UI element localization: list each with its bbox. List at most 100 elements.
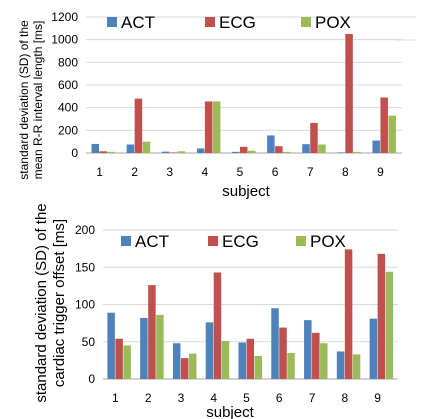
bar-ecg-subject-1 <box>99 151 108 153</box>
bar-ecg-subject-9 <box>377 253 386 379</box>
bar-act-subject-7 <box>302 144 310 153</box>
chart-top-legend: ACT ECG POX <box>107 13 351 32</box>
chart-top-grid <box>86 16 402 154</box>
bar-pox-subject-7 <box>320 343 328 379</box>
y-tick-label: 0 <box>88 372 95 386</box>
legend-label-pox: POX <box>310 232 346 251</box>
y-tick-label: 400 <box>58 101 78 115</box>
x-tick-label: 1 <box>96 165 103 179</box>
legend-label-pox: POX <box>315 13 351 32</box>
legend-swatch-pox <box>296 236 306 246</box>
bar-act-subject-3 <box>161 151 170 153</box>
bar-ecg-subject-2 <box>148 285 156 379</box>
bar-ecg-subject-3 <box>180 358 189 379</box>
bar-pox-subject-5 <box>254 355 262 379</box>
y-tick-label: 800 <box>58 55 78 69</box>
bar-pox-subject-6 <box>283 151 291 153</box>
x-tick-label: 7 <box>309 391 316 405</box>
x-tick-label: 2 <box>131 165 138 179</box>
x-tick-label: 5 <box>243 391 250 405</box>
bar-pox-subject-2 <box>156 314 164 379</box>
x-tick-label: 8 <box>341 391 348 405</box>
bar-ecg-subject-4 <box>204 101 213 153</box>
bar-act-subject-8 <box>336 351 345 379</box>
chart-top-ylabel-line2: mean R-R interval length [ms] <box>31 21 45 180</box>
chart-bottom-yticks: 0 50 100 150 200 <box>75 223 95 386</box>
bar-act-subject-9 <box>369 318 378 379</box>
bar-act-subject-7 <box>304 320 312 379</box>
bar-ecg-subject-3 <box>169 152 178 153</box>
y-tick-label: 200 <box>75 223 95 237</box>
bar-ecg-subject-4 <box>213 272 222 379</box>
bar-act-subject-6 <box>271 308 279 379</box>
bar-ecg-subject-5 <box>240 146 248 153</box>
x-tick-label: 3 <box>166 165 173 179</box>
bar-pox-subject-8 <box>352 354 361 379</box>
chart-top: 0 200 400 600 800 1000 1200 1 2 3 4 5 6 7 8 9 standard… <box>17 10 416 200</box>
x-tick-label: 3 <box>178 391 185 405</box>
bar-act-subject-6 <box>267 135 275 153</box>
bar-ecg-subject-8 <box>344 249 353 379</box>
x-tick-label: 4 <box>202 165 209 179</box>
chart-top-xlabel: subject <box>222 183 270 200</box>
x-tick-label: 9 <box>374 391 381 405</box>
x-tick-label: 5 <box>237 165 244 179</box>
chart-top-yticks: 0 200 400 600 800 1000 1200 <box>51 10 78 160</box>
bar-pox-subject-9 <box>388 115 396 153</box>
bar-pox-subject-1 <box>107 151 116 153</box>
legend-swatch-ecg <box>208 236 218 246</box>
x-tick-label: 6 <box>276 391 283 405</box>
bar-ecg-subject-9 <box>380 97 388 153</box>
bar-pox-subject-5 <box>248 150 256 153</box>
y-tick-label: 600 <box>58 78 78 92</box>
y-tick-label: 1200 <box>51 10 78 24</box>
bar-ecg-subject-7 <box>312 332 320 379</box>
bar-act-subject-3 <box>172 343 181 379</box>
legend-label-ecg: ECG <box>219 13 256 32</box>
bar-act-subject-9 <box>372 140 380 153</box>
bar-act-subject-1 <box>107 312 115 379</box>
bar-ecg-subject-8 <box>345 34 353 153</box>
bar-ecg-subject-6 <box>275 146 283 153</box>
y-tick-label: 0 <box>71 146 78 160</box>
y-tick-label: 200 <box>58 123 78 137</box>
bar-act-subject-5 <box>238 342 246 379</box>
chart-bottom: 0 50 100 150 200 1 2 3 4 5 6 7 8 9 standard deviatio… <box>33 203 398 419</box>
chart-top-ylabel-line1: standard deviation (SD) of the <box>17 20 31 180</box>
bar-act-subject-2 <box>140 317 148 379</box>
y-tick-label: 150 <box>75 260 95 274</box>
bar-ecg-subject-7 <box>310 122 318 153</box>
legend-swatch-pox <box>301 17 311 27</box>
chart-bottom-xticks: 1 2 3 4 5 6 7 8 9 <box>112 391 381 405</box>
bar-ecg-subject-1 <box>115 338 123 379</box>
x-tick-label: 7 <box>307 165 314 179</box>
bar-pox-subject-2 <box>142 141 151 153</box>
bar-act-subject-8 <box>337 152 345 153</box>
bar-pox-subject-3 <box>188 353 197 379</box>
chart-bottom-xlabel: subject <box>206 404 254 419</box>
y-tick-label: 50 <box>82 335 96 349</box>
bar-act-subject-5 <box>232 151 240 153</box>
legend-label-ecg: ECG <box>222 232 259 251</box>
chart-bottom-legend: ACT ECG POX <box>121 232 346 251</box>
bar-pox-subject-6 <box>287 352 295 379</box>
y-tick-label: 100 <box>75 298 95 312</box>
bar-act-subject-1 <box>91 143 100 153</box>
bar-ecg-subject-2 <box>134 98 143 153</box>
bar-pox-subject-4 <box>212 101 221 153</box>
bar-pox-subject-9 <box>385 271 394 379</box>
chart-bottom-ylabel-line2: cardiac trigger offset [ms] <box>51 219 68 387</box>
x-tick-label: 1 <box>112 391 119 405</box>
bar-pox-subject-7 <box>318 144 326 153</box>
x-tick-label: 4 <box>210 391 217 405</box>
bar-act-subject-4 <box>196 148 205 153</box>
y-tick-label: 1000 <box>51 33 78 47</box>
bar-pox-subject-8 <box>353 151 361 153</box>
chart-top-bars <box>91 34 396 153</box>
legend-swatch-act <box>121 236 131 246</box>
x-tick-label: 2 <box>145 391 152 405</box>
bar-act-subject-4 <box>205 322 214 379</box>
bar-act-subject-2 <box>126 144 135 153</box>
x-tick-label: 8 <box>342 165 349 179</box>
